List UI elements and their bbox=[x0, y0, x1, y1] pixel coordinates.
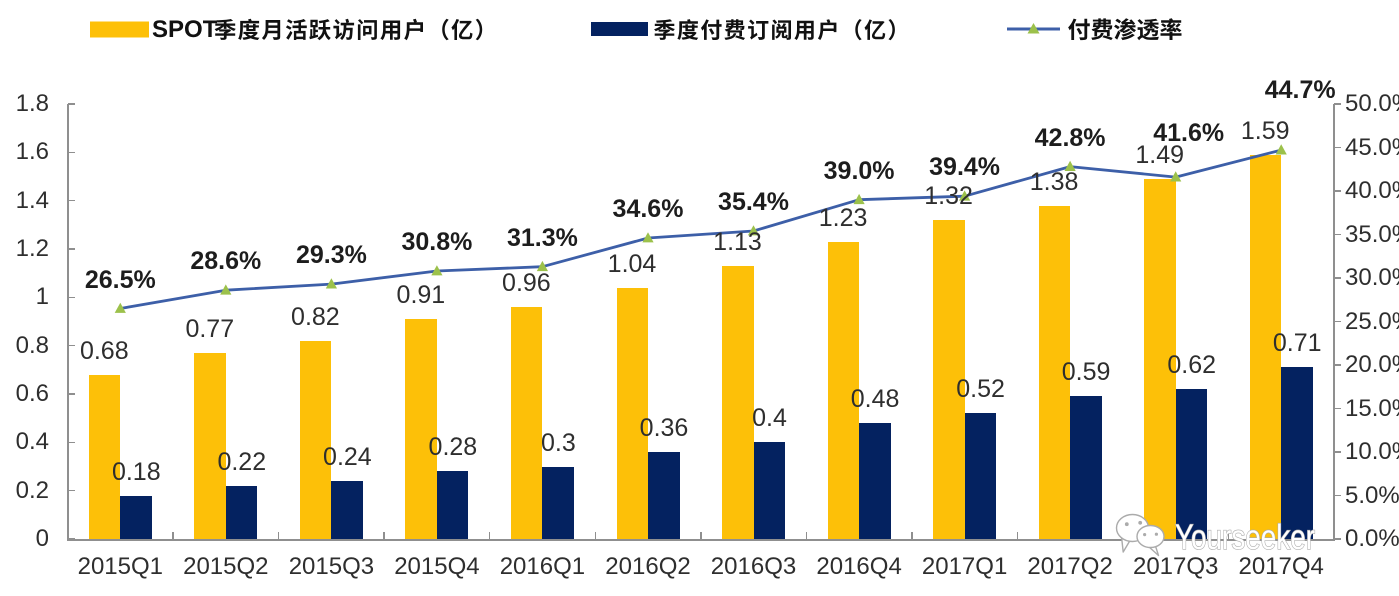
svg-text:Yourseeker: Yourseeker bbox=[1175, 518, 1315, 557]
